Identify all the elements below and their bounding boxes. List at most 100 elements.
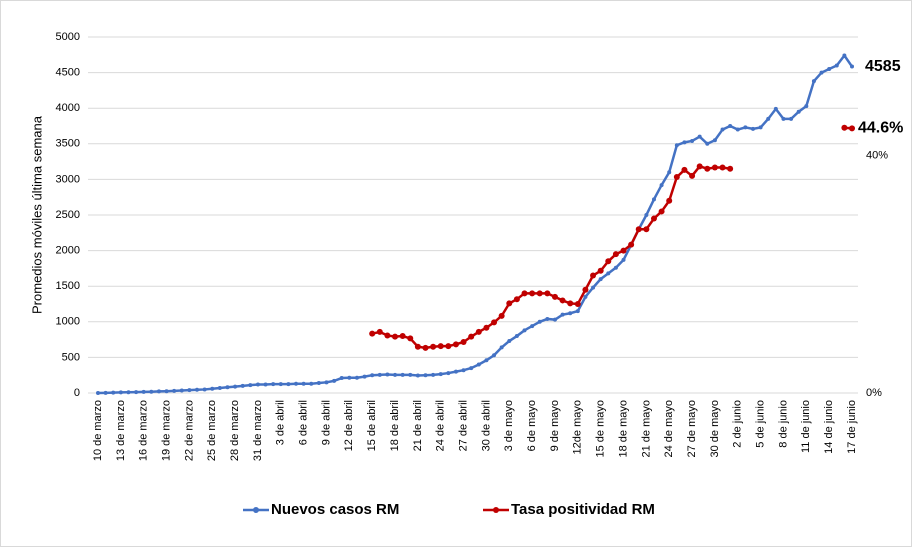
y-axis-title: Promedios móviles última semana — [29, 115, 44, 314]
point — [727, 165, 734, 172]
point — [659, 183, 664, 188]
x-tick-label: 15 de abril — [366, 400, 378, 451]
point — [468, 333, 475, 340]
point — [469, 366, 474, 371]
x-tick-label: 28 de marzo — [229, 400, 241, 461]
x-tick-label: 5 de junio — [755, 400, 767, 448]
point — [591, 285, 596, 290]
point — [773, 106, 778, 111]
point — [551, 293, 558, 300]
legend-marker — [493, 507, 499, 513]
point — [612, 251, 619, 258]
point — [233, 384, 238, 389]
point — [423, 373, 428, 378]
y2-tick-label: 40% — [866, 150, 888, 162]
point — [126, 390, 131, 395]
point — [377, 372, 382, 377]
x-tick-label: 30 de mayo — [709, 400, 721, 457]
point — [705, 141, 710, 146]
point — [696, 163, 703, 170]
point — [544, 290, 551, 297]
point — [574, 301, 581, 307]
point — [453, 369, 458, 374]
point — [332, 378, 337, 383]
point — [316, 381, 321, 386]
point — [644, 213, 649, 217]
point — [483, 324, 490, 331]
point — [438, 372, 443, 377]
x-tick-label: 19 de marzo — [160, 400, 172, 461]
x-tick-label: 24 de mayo — [663, 400, 675, 457]
y-tick-label: 4500 — [56, 67, 80, 79]
point — [711, 164, 718, 171]
point — [384, 332, 391, 339]
point — [560, 312, 565, 317]
point — [271, 382, 276, 387]
y-tick-label: 2000 — [56, 245, 80, 257]
point — [582, 286, 589, 293]
point — [590, 272, 597, 279]
x-tick-label: 13 de marzo — [115, 400, 127, 461]
point — [499, 345, 504, 350]
point — [697, 134, 702, 139]
y-tick-label: 3500 — [56, 138, 80, 150]
point — [597, 267, 604, 274]
y-tick-label: 1000 — [56, 316, 80, 328]
series-line — [97, 53, 854, 395]
point — [164, 389, 169, 394]
legend-label: Nuevos casos RM — [271, 501, 399, 518]
legend-label: Tasa positividad RM — [511, 501, 655, 518]
point — [567, 300, 574, 307]
point — [111, 390, 116, 395]
point — [461, 368, 466, 373]
point — [393, 372, 398, 377]
point — [552, 317, 557, 322]
point — [286, 382, 291, 387]
point — [407, 335, 414, 342]
point — [369, 330, 376, 337]
point — [834, 63, 839, 68]
point — [248, 383, 253, 388]
point — [521, 290, 528, 297]
point — [605, 258, 612, 265]
point — [309, 381, 314, 386]
y-tick-label: 5000 — [56, 31, 80, 43]
x-tick-label: 24 de abril — [435, 400, 447, 451]
x-tick-label: 9 de abril — [320, 400, 332, 445]
x-tick-label: 2 de junio — [732, 400, 744, 448]
point — [568, 311, 573, 316]
legend-marker — [253, 507, 259, 513]
x-tick-label: 17 de junio — [846, 400, 858, 454]
point — [719, 164, 726, 171]
point — [431, 372, 436, 377]
point — [475, 328, 482, 335]
point — [506, 300, 513, 307]
point — [187, 388, 192, 393]
point — [446, 371, 451, 376]
x-tick-label: 6 de mayo — [526, 400, 538, 451]
point — [559, 297, 566, 304]
x-tick-label: 12de mayo — [572, 400, 584, 454]
point — [545, 316, 550, 321]
y-tick-label: 500 — [62, 351, 80, 363]
point — [240, 383, 245, 388]
point — [399, 333, 406, 340]
point — [789, 116, 794, 121]
point — [811, 79, 816, 84]
point — [263, 382, 268, 387]
x-tick-label: 16 de marzo — [138, 400, 150, 461]
point — [392, 333, 399, 340]
point — [118, 390, 123, 395]
point — [141, 389, 146, 394]
point — [514, 334, 519, 339]
x-tick-label: 21 de mayo — [640, 400, 652, 457]
point — [172, 388, 177, 393]
point — [712, 138, 717, 143]
point — [530, 324, 535, 329]
x-tick-label: 25 de marzo — [206, 400, 218, 461]
point — [704, 165, 711, 172]
point — [728, 124, 733, 128]
point — [513, 296, 520, 303]
